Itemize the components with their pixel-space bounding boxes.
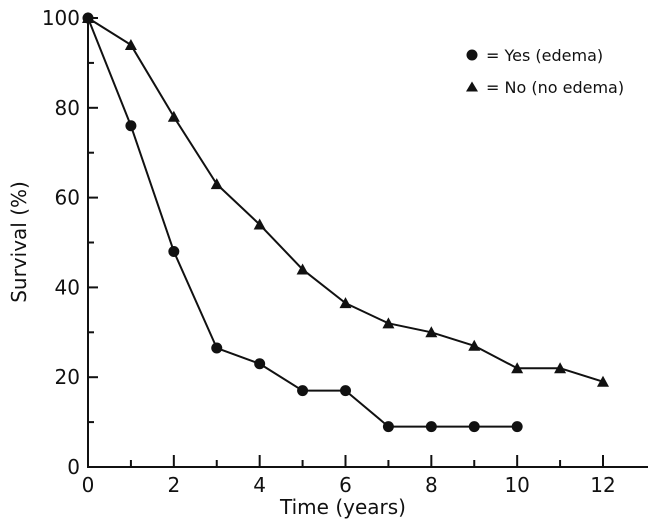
series-line-no-edema	[87, 17, 604, 383]
x-tick-label: 0	[82, 473, 95, 497]
legend-item-yes-edema: = Yes (edema)	[466, 46, 603, 65]
x-tick-label: 2	[167, 473, 180, 497]
x-axis-title: Time (years)	[279, 495, 406, 519]
data-point-yes-edema	[168, 245, 180, 257]
legend-item-no-edema: = No (no edema)	[466, 78, 624, 97]
data-point-yes-edema	[254, 358, 266, 370]
data-point-yes-edema	[211, 342, 223, 354]
y-tick-label: 20	[55, 365, 80, 389]
data-point-yes-edema	[425, 421, 437, 433]
legend-circle-marker	[466, 49, 478, 61]
tick-labels: 0 2 4 6 8 10 12 0 20 40 60 80 100	[42, 6, 616, 497]
legend-triangle-marker	[466, 81, 478, 92]
data-point-no-edema	[339, 297, 352, 309]
data-point-no-edema	[597, 375, 609, 387]
series-layer	[82, 12, 609, 433]
y-tick-label: 0	[67, 455, 80, 479]
legend: = Yes (edema) = No (no edema)	[466, 46, 624, 97]
y-tick-label: 60	[55, 186, 80, 210]
x-tick-label: 12	[590, 473, 615, 497]
data-point-no-edema	[425, 326, 438, 338]
data-point-no-edema	[468, 339, 481, 351]
data-point-yes-edema	[340, 385, 351, 397]
data-point-yes-edema	[511, 421, 523, 433]
data-point-yes-edema	[468, 421, 480, 433]
data-point-no-edema	[554, 362, 567, 374]
data-point-yes-edema	[382, 421, 394, 433]
y-axis-title: Survival (%)	[7, 181, 31, 303]
data-point-no-edema	[253, 218, 266, 230]
data-point-yes-edema	[297, 385, 309, 397]
x-tick-label: 4	[253, 473, 266, 497]
data-point-no-edema	[210, 178, 223, 190]
y-tick-label: 80	[55, 96, 80, 120]
x-tick-label: 8	[425, 473, 438, 497]
data-point-no-edema	[167, 110, 180, 122]
legend-label-no-edema: = No (no edema)	[486, 78, 624, 97]
x-tick-label: 6	[339, 473, 352, 497]
y-tick-label: 100	[42, 6, 80, 30]
data-point-no-edema	[296, 263, 309, 275]
y-tick-label: 40	[55, 275, 80, 299]
data-point-no-edema	[124, 38, 137, 50]
x-tick-label: 10	[504, 473, 529, 497]
axis-ticks	[87, 17, 604, 468]
data-point-yes-edema	[125, 120, 137, 132]
data-point-no-edema	[382, 317, 395, 329]
legend-label-yes-edema: = Yes (edema)	[486, 46, 603, 65]
data-point-no-edema	[82, 12, 94, 23]
data-point-no-edema	[511, 362, 524, 374]
